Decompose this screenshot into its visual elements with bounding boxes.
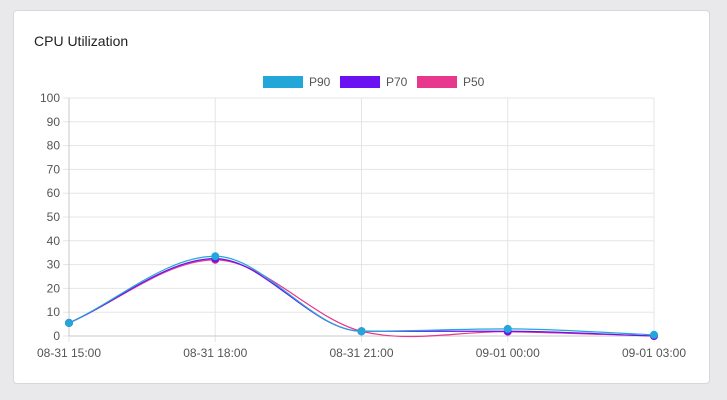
x-tick-label: 08-31 15:00: [37, 346, 101, 360]
data-point-p90: [65, 318, 73, 327]
data-point-p90: [503, 324, 512, 333]
x-tick-label: 09-01 03:00: [622, 346, 686, 360]
y-tick-label: 10: [47, 305, 61, 319]
x-tick-label: 09-01 00:00: [476, 346, 540, 360]
data-point-p90: [211, 252, 220, 261]
y-tick-label: 30: [47, 258, 61, 272]
legend-swatch: [340, 76, 380, 88]
y-tick-label: 0: [53, 329, 60, 343]
y-tick-label: 70: [47, 162, 61, 176]
y-tick-label: 60: [47, 186, 61, 200]
y-tick-label: 50: [47, 210, 61, 224]
legend-item-p50: P50: [417, 75, 485, 89]
y-tick-label: 90: [47, 115, 61, 129]
chart-card-title: CPU Utilization: [34, 33, 129, 49]
legend-item-p90: P90: [263, 75, 331, 89]
y-tick-label: 20: [47, 281, 61, 295]
x-tick-label: 08-31 18:00: [183, 346, 247, 360]
y-tick-label: 100: [40, 91, 60, 105]
data-point-p90: [650, 330, 658, 339]
legend-swatch: [417, 76, 457, 88]
y-tick-label: 80: [47, 139, 61, 153]
legend-label: P70: [386, 75, 408, 89]
legend-label: P50: [463, 75, 485, 89]
legend-item-p70: P70: [340, 75, 408, 89]
data-point-p90: [357, 327, 366, 336]
legend-swatch: [263, 76, 303, 88]
y-tick-label: 40: [47, 234, 61, 248]
legend-label: P90: [309, 75, 331, 89]
x-tick-label: 08-31 21:00: [329, 346, 393, 360]
